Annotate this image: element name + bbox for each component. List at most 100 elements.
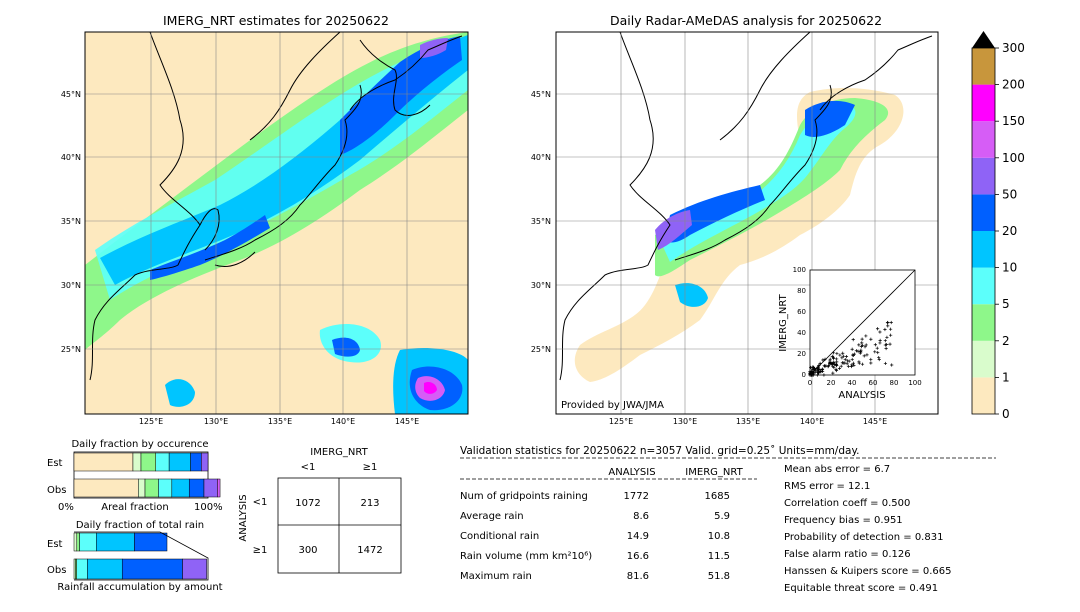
score-6: Hanssen & Kuipers score = 0.665 — [784, 566, 951, 577]
contingency-row-lt: <1 — [253, 497, 268, 508]
colorbar-segment-6 — [972, 157, 995, 195]
right-lat-labels: 45°N 40°N 35°N 30°N 25°N — [531, 90, 551, 354]
validation-panel: Validation statistics for 20250622 n=305… — [460, 445, 996, 594]
scatter-point — [885, 335, 889, 339]
contingency-col-lt: <1 — [301, 462, 316, 473]
score-5: False alarm ratio = 0.126 — [784, 549, 911, 560]
scatter-ytick-0: 0 — [802, 371, 806, 379]
scatter-point — [835, 357, 839, 361]
scatter-point — [864, 343, 868, 347]
tot-obs-segment-5 — [182, 558, 207, 580]
scatter-point — [878, 338, 882, 342]
colorbar-extend-arrow — [972, 31, 995, 48]
graticule-left — [85, 32, 468, 414]
right-lon-125: 125°E — [609, 417, 633, 426]
left-lat-40: 40°N — [61, 153, 81, 162]
scatter-point — [862, 354, 866, 358]
scatter-point — [851, 361, 855, 365]
colorbar-segment-4 — [972, 231, 995, 268]
score-2: Correlation coeff = 0.500 — [784, 498, 910, 509]
colorbar-segment-7 — [972, 121, 995, 158]
left-lon-125: 125°E — [139, 417, 163, 426]
scatter-point — [860, 362, 865, 366]
colorbar-label-8: 150 — [1002, 114, 1025, 128]
scatter-point — [810, 373, 814, 377]
scatter-point — [837, 366, 842, 371]
analysis-core-west — [665, 185, 765, 243]
occ-est-segment-3 — [155, 452, 170, 472]
scatter-point — [885, 321, 890, 325]
scatter-point — [869, 361, 873, 365]
total-rain-bar-est — [73, 532, 168, 552]
colorbar-segment-8 — [972, 84, 995, 122]
left-lat-45: 45°N — [61, 90, 81, 99]
occurrence-row-obs: Obs — [47, 485, 66, 496]
scatter-points — [808, 320, 894, 377]
left-lon-140: 140°E — [331, 417, 355, 426]
colorbar-segment-9 — [972, 48, 995, 85]
cluster-sw — [165, 379, 195, 407]
scatter-point — [860, 341, 864, 345]
scatter-point — [873, 343, 877, 347]
stat-imerg-3: 11.5 — [708, 551, 730, 562]
total-rain-row-obs: Obs — [47, 565, 66, 576]
tot-est-segment-4 — [134, 532, 168, 552]
scatter-point — [864, 334, 868, 338]
occ-est-segment-1 — [132, 452, 142, 472]
right-lon-145: 145°E — [863, 417, 887, 426]
scatter-point — [883, 327, 887, 332]
tot-obs-segment-3 — [87, 558, 123, 580]
scatter-point — [883, 343, 887, 347]
occ-obs-segment-0 — [73, 478, 139, 498]
occ-obs-segment-1 — [138, 478, 146, 498]
stat-imerg-1: 5.9 — [714, 511, 730, 522]
right-lat-40: 40°N — [531, 153, 551, 162]
score-1: RMS error = 12.1 — [784, 481, 870, 492]
scatter-point — [822, 364, 826, 368]
scatter-point — [835, 351, 839, 356]
colorbar-label-10: 300 — [1002, 41, 1025, 55]
scatter-point — [877, 355, 881, 360]
cluster-typhoon-max — [424, 381, 437, 394]
scatter-point — [865, 353, 869, 357]
colorbar-segment-5 — [972, 194, 995, 231]
scatter-point — [813, 367, 817, 371]
right-lon-140: 140°E — [800, 417, 824, 426]
scatter-point — [890, 363, 894, 367]
stat-label-4: Maximum rain — [460, 571, 532, 582]
right-lon-135: 135°E — [736, 417, 760, 426]
analysis-core-north — [805, 100, 855, 137]
scatter-ytick-40: 40 — [797, 329, 806, 337]
right-lat-45: 45°N — [531, 90, 551, 99]
occurrence-xlabel-mid: Areal fraction — [101, 502, 168, 513]
left-lat-35: 35°N — [61, 217, 81, 226]
contingency-cell-yn: 300 — [298, 545, 317, 556]
scatter-ytick-60: 60 — [797, 308, 806, 316]
stat-analysis-1: 8.6 — [633, 511, 649, 522]
scatter-point — [850, 347, 854, 351]
scatter-point — [832, 356, 836, 361]
right-lat-35: 35°N — [531, 217, 551, 226]
stat-analysis-2: 14.9 — [627, 531, 649, 542]
scatter-point — [851, 353, 855, 357]
colorbar-segment-0 — [972, 377, 995, 414]
colorbar-labels: 0 1 2 5 10 20 50 100 150 200 300 — [995, 41, 1025, 421]
scatter-point — [875, 346, 879, 350]
scatter-point — [834, 367, 838, 372]
colorbar-label-7: 100 — [1002, 151, 1025, 165]
stat-label-1: Average rain — [460, 511, 524, 522]
scatter-point — [846, 364, 851, 368]
scatter-point — [816, 366, 820, 370]
scatter-point — [889, 333, 893, 337]
tot-est-segment-0 — [73, 532, 78, 552]
scatter-point — [821, 358, 825, 362]
left-lat-30: 30°N — [61, 281, 81, 290]
scatter-point — [831, 351, 836, 355]
rain-core-south — [150, 215, 270, 280]
total-rain-bar-obs — [73, 558, 207, 580]
scatter-point — [828, 361, 832, 365]
left-lon-135: 135°E — [268, 417, 292, 426]
left-map-title: IMERG_NRT estimates for 20250622 — [163, 13, 389, 28]
scatter-point — [832, 365, 836, 370]
scatter-ytick-80: 80 — [797, 287, 806, 295]
